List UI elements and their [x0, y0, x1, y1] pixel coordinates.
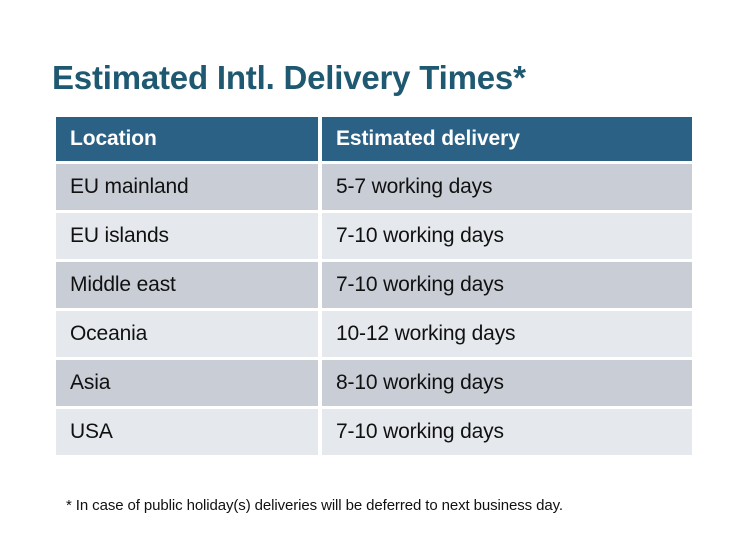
cell-location: Asia — [56, 360, 318, 406]
footnote: * In case of public holiday(s) deliverie… — [66, 497, 563, 514]
cell-estimated-delivery: 8-10 working days — [322, 360, 692, 406]
cell-location: USA — [56, 409, 318, 455]
cell-location: Middle east — [56, 262, 318, 308]
cell-estimated-delivery: 7-10 working days — [322, 409, 692, 455]
column-header-location: Location — [56, 117, 318, 161]
table-header-row: Location Estimated delivery — [56, 117, 692, 161]
table-body: EU mainland 5-7 working days EU islands … — [56, 164, 692, 455]
table-header: Location Estimated delivery — [56, 117, 692, 161]
cell-location: Oceania — [56, 311, 318, 357]
cell-location: EU mainland — [56, 164, 318, 210]
cell-estimated-delivery: 7-10 working days — [322, 213, 692, 259]
table-row: EU mainland 5-7 working days — [56, 164, 692, 210]
cell-estimated-delivery: 7-10 working days — [322, 262, 692, 308]
delivery-times-table: Location Estimated delivery EU mainland … — [52, 114, 696, 458]
table-row: EU islands 7-10 working days — [56, 213, 692, 259]
cell-estimated-delivery: 10-12 working days — [322, 311, 692, 357]
cell-estimated-delivery: 5-7 working days — [322, 164, 692, 210]
page-title: Estimated Intl. Delivery Times* — [52, 59, 526, 97]
column-header-estimated-delivery: Estimated delivery — [322, 117, 692, 161]
cell-location: EU islands — [56, 213, 318, 259]
table-row: USA 7-10 working days — [56, 409, 692, 455]
table-row: Middle east 7-10 working days — [56, 262, 692, 308]
table-row: Oceania 10-12 working days — [56, 311, 692, 357]
table-row: Asia 8-10 working days — [56, 360, 692, 406]
